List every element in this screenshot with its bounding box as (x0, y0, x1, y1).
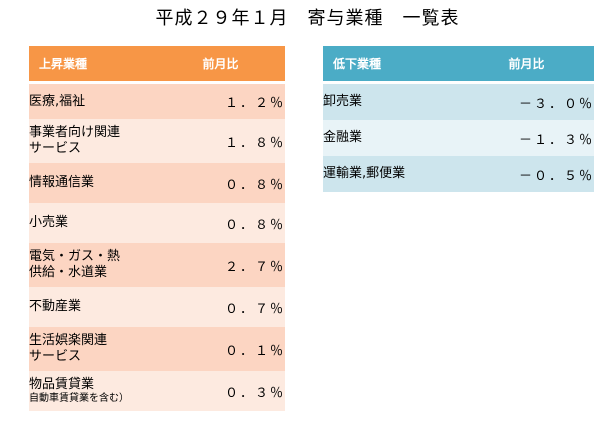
mom-change-value: １．２％ (156, 84, 285, 119)
mom-change-value: －３．０％ (459, 84, 594, 120)
industry-name: 小売業 (29, 203, 156, 243)
industry-name: 金融業 (323, 120, 459, 156)
industry-name: 事業者向け関連 サービス (29, 119, 156, 163)
industry-name: 物品賃貸業 自動車賃貸業を含む） (29, 371, 156, 411)
industry-name: 不動産業 (29, 287, 156, 327)
column-header-mom-change: 前月比 (459, 46, 594, 81)
mom-change-value: ０．１％ (156, 327, 285, 371)
industry-name: 生活娯楽関連 サービス (29, 327, 156, 371)
mom-change-value: １．８％ (156, 119, 285, 163)
table-row: 電気・ガス・熱 供給・水道業 ２．７％ (29, 243, 285, 287)
mom-change-value: ０．７％ (156, 287, 285, 327)
mom-change-value: －０．５％ (459, 156, 594, 192)
table-row: 金融業 －１．３％ (323, 120, 594, 156)
mom-change-value: ０．８％ (156, 163, 285, 203)
table-header-row: 低下業種 前月比 (323, 46, 594, 81)
mom-change-value: ０．８％ (156, 203, 285, 243)
table-row: 情報通信業 ０．８％ (29, 163, 285, 203)
industry-note: 自動車賃貸業を含む） (29, 393, 129, 404)
industry-name: 医療,福祉 (29, 84, 156, 119)
column-header-industry: 上昇業種 (29, 46, 156, 81)
mom-change-value: －１．３％ (459, 120, 594, 156)
industry-name: 電気・ガス・熱 供給・水道業 (29, 243, 156, 287)
table-row: 不動産業 ０．７％ (29, 287, 285, 327)
table-row: 生活娯楽関連 サービス ０．１％ (29, 327, 285, 371)
table-row: 物品賃貸業 自動車賃貸業を含む） ０．３％ (29, 371, 285, 411)
table-header-row: 上昇業種 前月比 (29, 46, 285, 81)
table-row: 小売業 ０．８％ (29, 203, 285, 243)
industry-name: 情報通信業 (29, 163, 156, 203)
table-row: 卸売業 －３．０％ (323, 84, 594, 120)
mom-change-value: ０．３％ (156, 371, 285, 411)
column-header-mom-change: 前月比 (156, 46, 285, 81)
column-header-industry: 低下業種 (323, 46, 459, 81)
rising-industries-table: 上昇業種 前月比 医療,福祉 １．２％ 事業者向け関連 サービス １．８％ 情報通… (29, 46, 285, 411)
table-row: 事業者向け関連 サービス １．８％ (29, 119, 285, 163)
declining-industries-table: 低下業種 前月比 卸売業 －３．０％ 金融業 －１．３％ 運輸業,郵便業 －０．… (323, 46, 594, 192)
mom-change-value: ２．７％ (156, 243, 285, 287)
industry-name: 卸売業 (323, 84, 459, 120)
industry-name: 運輸業,郵便業 (323, 156, 459, 192)
table-row: 運輸業,郵便業 －０．５％ (323, 156, 594, 192)
table-row: 医療,福祉 １．２％ (29, 84, 285, 119)
page-title: 平成２９年１月 寄与業種 一覧表 (155, 8, 460, 29)
